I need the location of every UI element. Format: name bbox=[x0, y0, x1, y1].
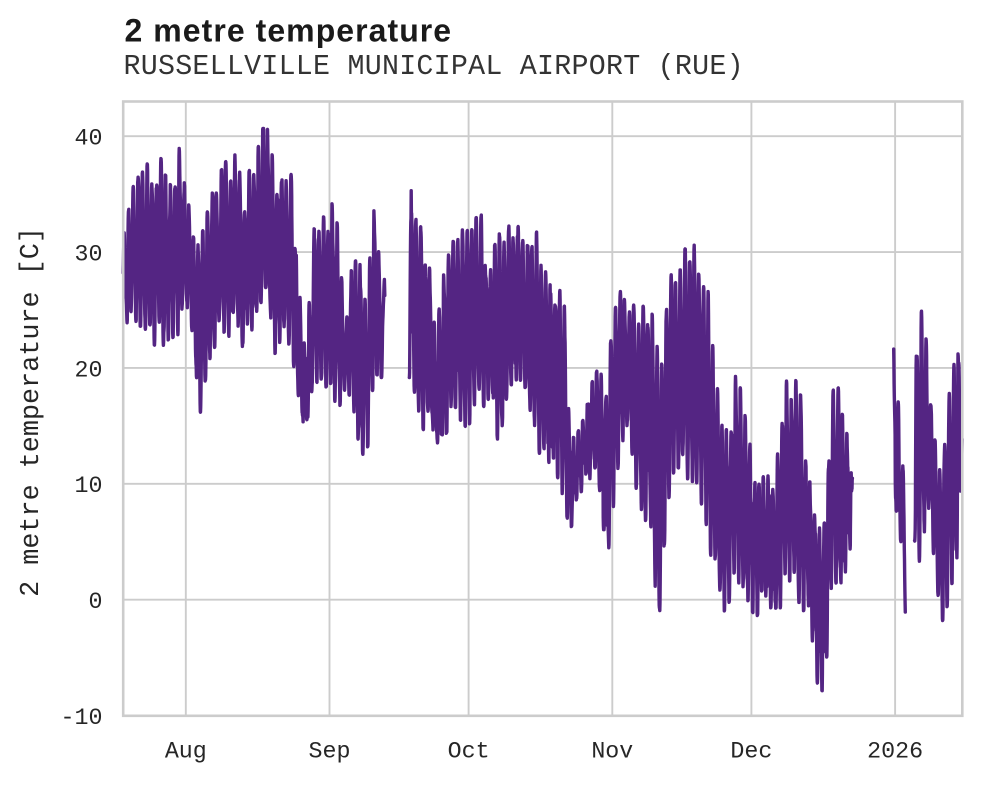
svg-text:10: 10 bbox=[75, 473, 103, 499]
svg-text:Sep: Sep bbox=[309, 739, 351, 765]
svg-text:2 metre temperature [C]: 2 metre temperature [C] bbox=[17, 227, 47, 597]
svg-text:-10: -10 bbox=[61, 705, 103, 731]
svg-text:30: 30 bbox=[75, 242, 103, 268]
svg-text:20: 20 bbox=[75, 357, 103, 383]
svg-text:RUSSELLVILLE MUNICIPAL AIRPORT: RUSSELLVILLE MUNICIPAL AIRPORT (RUE) bbox=[124, 51, 744, 83]
svg-text:0: 0 bbox=[89, 589, 103, 615]
svg-text:40: 40 bbox=[75, 126, 103, 152]
svg-text:Aug: Aug bbox=[165, 739, 207, 765]
svg-text:Oct: Oct bbox=[448, 739, 490, 765]
svg-text:2026: 2026 bbox=[867, 739, 923, 765]
svg-text:Dec: Dec bbox=[730, 739, 772, 765]
svg-text:Nov: Nov bbox=[591, 739, 633, 765]
svg-text:2 metre temperature: 2 metre temperature bbox=[125, 13, 453, 49]
